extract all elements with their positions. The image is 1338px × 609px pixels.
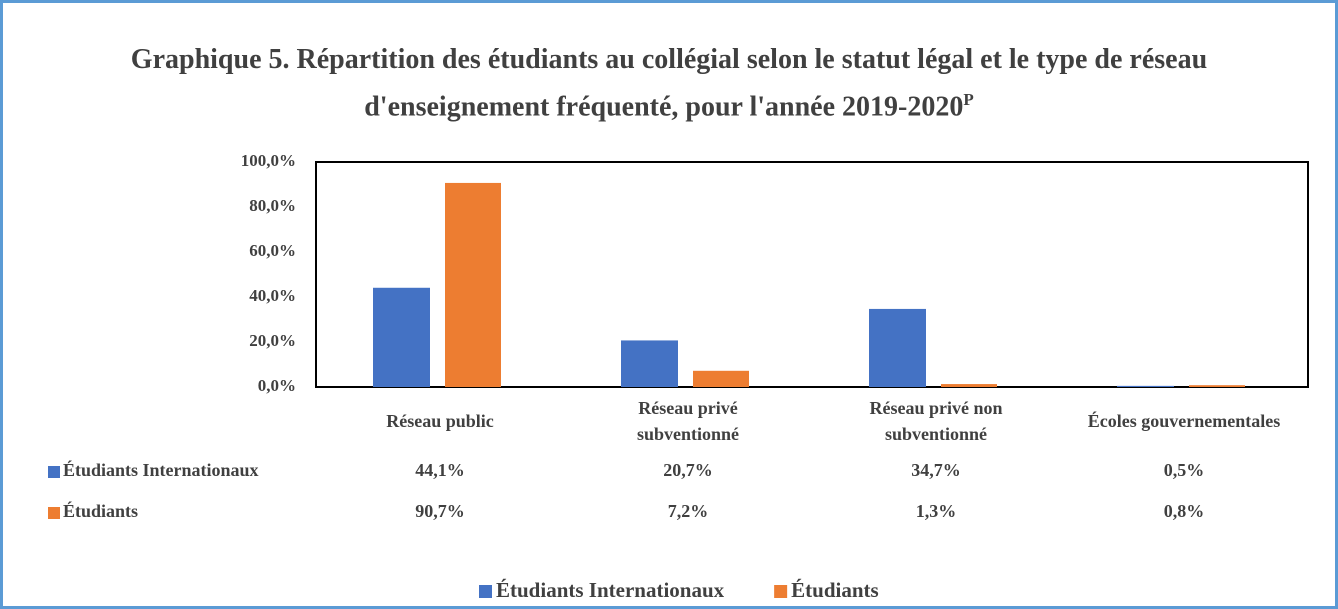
- table-value: 7,2%: [668, 501, 709, 521]
- table-legend-key: [48, 466, 60, 478]
- legend-key: [479, 585, 492, 598]
- bar: [869, 308, 926, 387]
- bar: [445, 182, 501, 387]
- chart-title: d'enseignement fréquenté, pour l'année 2…: [3, 81, 1335, 126]
- chart: 0,0% 20,0% 40,0% 60,0% 80,0% 100,0% Étudiants …: [48, 151, 1309, 602]
- y-tick-label: 80,0%: [249, 196, 296, 215]
- bar: [941, 384, 997, 387]
- y-tick-label: 20,0%: [249, 331, 296, 350]
- chart-title: Graphique 5. Répartition des étudiants a…: [3, 41, 1335, 79]
- bar: [693, 370, 749, 387]
- bar: [1117, 385, 1174, 387]
- plot-area: [315, 161, 1309, 388]
- x-tick-label: Réseau privé subventionné: [636, 398, 740, 444]
- title-line: Graphique 5. Répartition des étudiants a…: [130, 44, 1208, 75]
- table-value: 1,3%: [916, 501, 957, 521]
- bar: [1189, 385, 1245, 387]
- y-tick-label: 60,0%: [249, 241, 296, 260]
- table-series-name: Étudiants Internationaux: [63, 459, 259, 480]
- y-tick-label: 0,0%: [258, 376, 296, 395]
- title-superscript: P: [963, 90, 974, 109]
- table-value: 90,7%: [415, 501, 465, 521]
- table-value: 0,5%: [1164, 460, 1205, 480]
- x-tick-label: Réseau privé non subventionné: [869, 398, 1003, 444]
- table-value: 0,8%: [1164, 501, 1205, 521]
- legend-label: Étudiants Internationaux: [496, 578, 725, 602]
- title-line: d'enseignement fréquenté, pour l'année 2…: [364, 91, 964, 123]
- table-value: 34,7%: [911, 460, 961, 480]
- table-legend-key: [48, 507, 60, 519]
- y-tick-label: 40,0%: [249, 286, 296, 305]
- table-series-name: Étudiants: [63, 500, 138, 521]
- x-tick-label: Réseau public: [386, 411, 494, 431]
- table-value: 20,7%: [663, 460, 713, 480]
- legend-label: Étudiants: [791, 578, 879, 602]
- bar: [373, 287, 430, 387]
- bar: [621, 340, 678, 387]
- table-value: 44,1%: [415, 460, 465, 480]
- x-tick-label: Écoles gouvernementales: [1087, 411, 1281, 431]
- legend-key: [774, 585, 788, 598]
- y-tick-label: 100,0%: [241, 151, 296, 170]
